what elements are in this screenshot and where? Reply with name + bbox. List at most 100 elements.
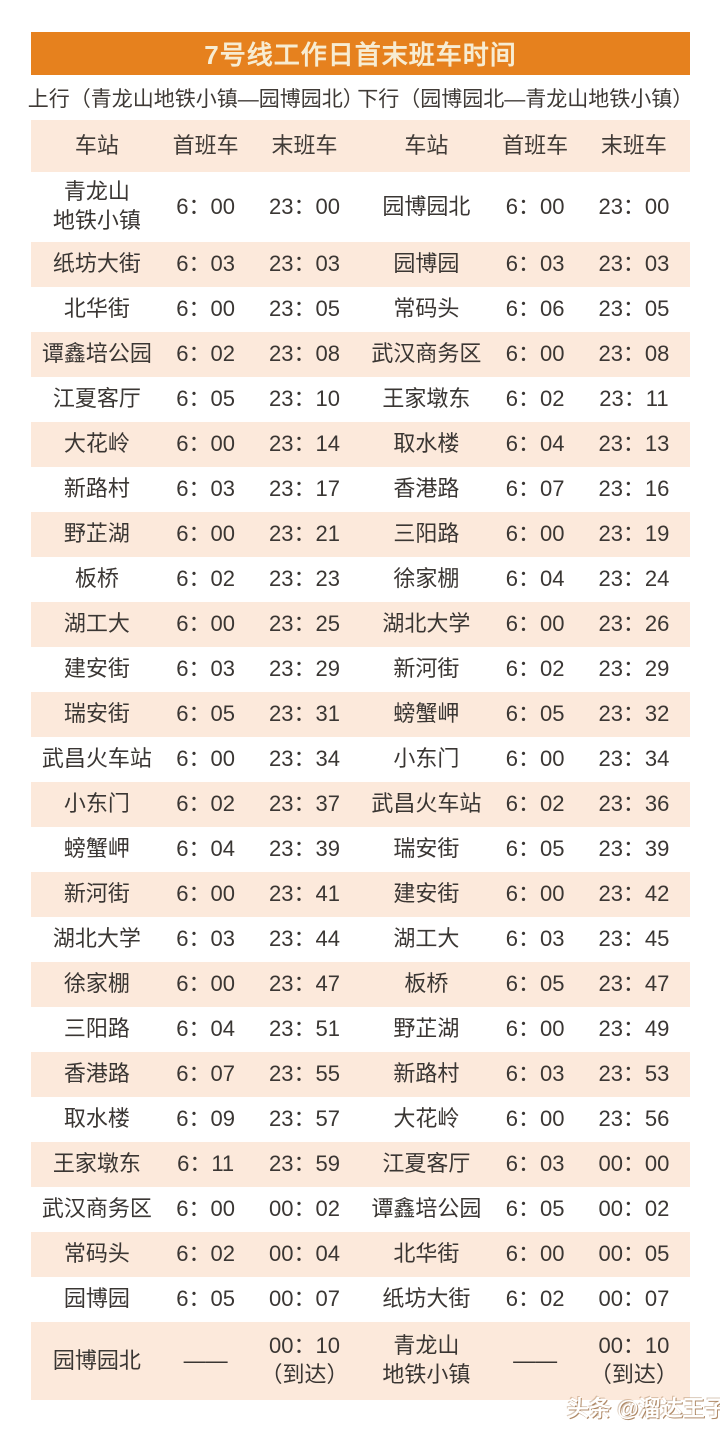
table-row: 建安街 6：03 23：29 新河街 6：02 23：29 (31, 647, 690, 692)
up-first-train-cell: 6：11 (177, 1151, 235, 1177)
down-first-train-cell: 6：00 (505, 521, 565, 547)
up-station-cell: 螃蟹岬 (63, 836, 130, 862)
down-first-train-cell: 6：00 (505, 746, 565, 772)
table-row: 湖北大学 6：03 23：44 湖工大 6：03 23：45 (31, 917, 690, 962)
down-station-cell: 园博园 (393, 251, 460, 277)
down-last-train-cell: 23：39 (598, 836, 670, 862)
up-station-cell: 取水楼 (63, 1106, 130, 1132)
header-first-down: 首班车 (502, 132, 569, 158)
down-last-train-cell: 23：08 (598, 341, 670, 367)
down-first-train-cell: 6：02 (505, 656, 565, 682)
down-first-train-cell: 6：00 (505, 881, 565, 907)
down-first-train-cell: 6：07 (505, 476, 565, 502)
down-last-train-cell: 00：05 (598, 1241, 670, 1267)
table-row: 纸坊大街 6：03 23：03 园博园 6：03 23：03 (31, 242, 690, 287)
up-station-cell: 谭鑫培公园 (41, 341, 152, 367)
down-station-cell: 取水楼 (393, 431, 460, 457)
down-first-train-cell: 6：04 (505, 566, 565, 592)
down-station-cell: 小东门 (393, 746, 460, 772)
table-row: 武昌火车站 6：00 23：34 小东门 6：00 23：34 (31, 737, 690, 782)
down-station-cell: 青龙山 地铁小镇 (382, 1333, 471, 1387)
down-station-cell: 武昌火车站 (371, 791, 482, 817)
up-first-train-cell: 6：05 (176, 1286, 235, 1312)
timetable: 车站 首班车 末班车 车站 首班车 末班车 青龙山 地铁小镇 6：00 23：00 园… (31, 120, 690, 1400)
up-first-train-cell: 6：00 (176, 193, 235, 219)
down-first-train-cell: 6：00 (505, 341, 565, 367)
up-last-train-cell: 23：31 (268, 701, 340, 727)
down-first-train-cell: 6：00 (505, 193, 565, 219)
up-first-train-cell: 6：00 (176, 611, 235, 637)
up-last-train-cell: 23：00 (268, 193, 340, 219)
direction-down-label: 下行（园博园北—青龙山地铁小镇） (357, 87, 694, 111)
down-first-train-cell: 6：04 (505, 431, 565, 457)
up-first-train-cell: 6：02 (176, 1241, 235, 1267)
up-last-train-cell: 23：34 (268, 746, 340, 772)
table-row: 板桥 6：02 23：23 徐家棚 6：04 23：24 (31, 557, 690, 602)
table-row: 王家墩东 6：11 23：59 江夏客厅 6：03 00：00 (31, 1142, 690, 1187)
header-station-up: 车站 (74, 132, 119, 158)
up-station-cell: 板桥 (74, 566, 119, 592)
up-last-train-cell: 23：47 (268, 971, 340, 997)
down-last-train-cell: 23：16 (598, 476, 670, 502)
table-row: 螃蟹岬 6：04 23：39 瑞安街 6：05 23：39 (31, 827, 690, 872)
up-station-cell: 大花岭 (63, 431, 130, 457)
up-last-train-cell: 23：29 (268, 656, 340, 682)
down-station-cell: 常码头 (393, 296, 460, 322)
watermark: 头条 @溜达王子 (567, 1396, 720, 1421)
up-first-train-cell: 6：03 (176, 476, 235, 502)
up-station-cell: 北华街 (63, 296, 130, 322)
up-last-train-cell: 23：21 (268, 521, 340, 547)
table-row: 大花岭 6：00 23：14 取水楼 6：04 23：13 (31, 422, 690, 467)
table-row: 园博园北 —— 00：10 （到达） 青龙山 地铁小镇 —— 00：10 （到达） (31, 1322, 690, 1400)
table-row: 园博园 6：05 00：07 纸坊大街 6：02 00：07 (31, 1277, 690, 1322)
down-last-train-cell: 23：03 (598, 251, 670, 277)
table-row: 湖工大 6：00 23：25 湖北大学 6：00 23：26 (31, 602, 690, 647)
header-last-down: 末班车 (600, 132, 667, 158)
down-last-train-cell: 23：47 (598, 971, 670, 997)
down-last-train-cell: 23：11 (599, 386, 669, 412)
up-first-train-cell: 6：00 (176, 971, 235, 997)
up-station-cell: 江夏客厅 (52, 386, 141, 412)
down-station-cell: 王家墩东 (382, 386, 471, 412)
down-last-train-cell: 23：49 (598, 1016, 670, 1042)
table-row: 武汉商务区 6：00 00：02 谭鑫培公园 6：05 00：02 (31, 1187, 690, 1232)
header-station-down: 车站 (404, 132, 449, 158)
table-row: 新路村 6：03 23：17 香港路 6：07 23：16 (31, 467, 690, 512)
up-last-train-cell: 23：25 (268, 611, 340, 637)
down-last-train-cell: 23：00 (598, 193, 670, 219)
up-first-train-cell: 6：00 (176, 746, 235, 772)
up-first-train-cell: 6：00 (176, 521, 235, 547)
up-first-train-cell: 6：03 (176, 656, 235, 682)
down-first-train-cell: 6：03 (505, 1151, 565, 1177)
down-first-train-cell: 6：05 (505, 836, 565, 862)
down-last-train-cell: 23：34 (598, 746, 670, 772)
up-last-train-cell: 23：41 (268, 881, 340, 907)
down-station-cell: 纸坊大街 (382, 1286, 471, 1312)
up-first-train-cell: 6：00 (176, 1196, 235, 1222)
down-station-cell: 江夏客厅 (382, 1151, 471, 1177)
down-station-cell: 北华街 (393, 1241, 460, 1267)
down-first-train-cell: 6：06 (505, 296, 565, 322)
up-last-train-cell: 23：14 (268, 431, 340, 457)
up-station-cell: 新路村 (63, 476, 130, 502)
down-station-cell: 建安街 (393, 881, 460, 907)
up-station-cell: 建安街 (63, 656, 130, 682)
table-row: 小东门 6：02 23：37 武昌火车站 6：02 23：36 (31, 782, 690, 827)
table-row: 香港路 6：07 23：55 新路村 6：03 23：53 (31, 1052, 690, 1097)
up-first-train-cell: 6：00 (176, 296, 235, 322)
up-last-train-cell: 23：44 (268, 926, 340, 952)
down-station-cell: 瑞安街 (393, 836, 460, 862)
up-last-train-cell: 23：37 (268, 791, 340, 817)
down-last-train-cell: 23：36 (598, 791, 670, 817)
down-last-train-cell: 00：10 （到达） (589, 1333, 678, 1387)
up-station-cell: 新河街 (63, 881, 130, 907)
down-station-cell: 新路村 (393, 1061, 460, 1087)
up-last-train-cell: 00：10 （到达） (260, 1333, 349, 1387)
up-first-train-cell: 6：03 (176, 251, 235, 277)
up-station-cell: 青龙山 地铁小镇 (52, 179, 141, 233)
up-first-train-cell: 6：00 (176, 881, 235, 907)
down-station-cell: 新河街 (393, 656, 460, 682)
up-station-cell: 园博园 (63, 1286, 130, 1312)
up-first-train-cell: 6：02 (176, 791, 235, 817)
table-row: 北华街 6：00 23：05 常码头 6：06 23：05 (31, 287, 690, 332)
